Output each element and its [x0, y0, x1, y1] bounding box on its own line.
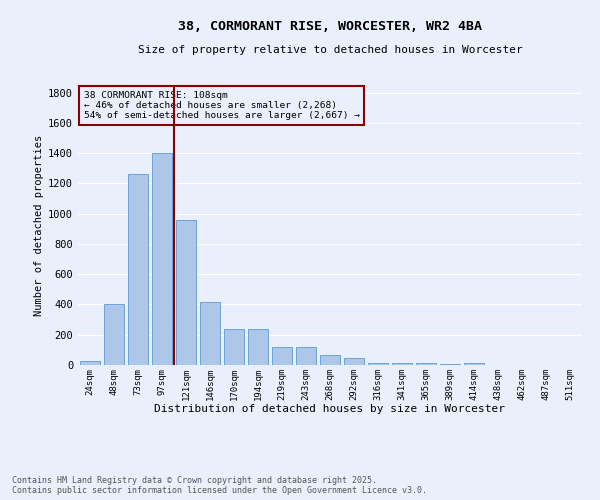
Bar	[200, 302, 220, 365]
Bar	[80, 361, 100, 365]
X-axis label: Distribution of detached houses by size in Worcester: Distribution of detached houses by size …	[155, 404, 505, 414]
Text: Size of property relative to detached houses in Worcester: Size of property relative to detached ho…	[137, 45, 523, 55]
Bar	[224, 330, 244, 365]
Bar	[344, 358, 364, 365]
Bar	[104, 304, 124, 365]
Text: 38 CORMORANT RISE: 108sqm
← 46% of detached houses are smaller (2,268)
54% of se: 38 CORMORANT RISE: 108sqm ← 46% of detac…	[83, 90, 359, 120]
Bar	[368, 362, 388, 365]
Bar	[464, 362, 484, 365]
Text: Contains HM Land Registry data © Crown copyright and database right 2025.
Contai: Contains HM Land Registry data © Crown c…	[12, 476, 427, 495]
Bar	[296, 347, 316, 365]
Bar	[320, 355, 340, 365]
Text: 38, CORMORANT RISE, WORCESTER, WR2 4BA: 38, CORMORANT RISE, WORCESTER, WR2 4BA	[178, 20, 482, 33]
Bar	[440, 364, 460, 365]
Bar	[392, 362, 412, 365]
Bar	[248, 330, 268, 365]
Bar	[128, 174, 148, 365]
Bar	[176, 220, 196, 365]
Bar	[416, 364, 436, 365]
Bar	[272, 347, 292, 365]
Bar	[152, 153, 172, 365]
Y-axis label: Number of detached properties: Number of detached properties	[34, 134, 44, 316]
